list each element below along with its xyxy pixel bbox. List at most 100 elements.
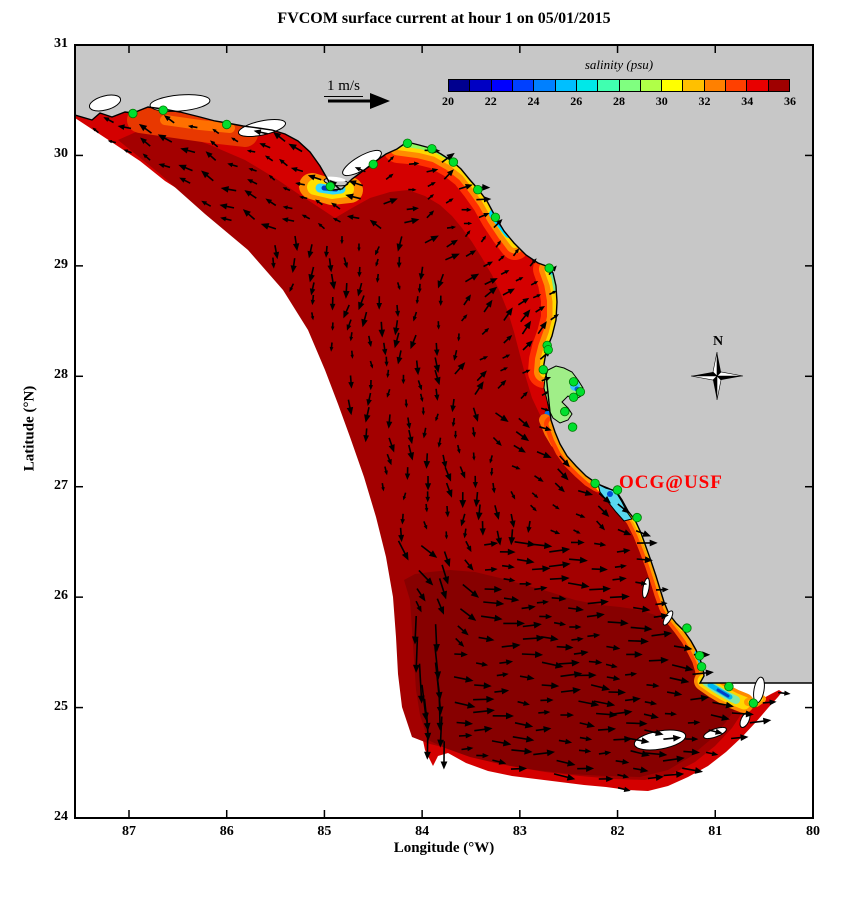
current-arrow	[530, 504, 537, 512]
current-arrow	[625, 671, 638, 677]
current-arrow	[535, 306, 545, 313]
colorbar-segment	[662, 80, 684, 91]
inland-bay	[88, 94, 122, 112]
current-arrow	[425, 491, 430, 503]
current-arrow	[123, 149, 132, 154]
current-arrow	[433, 357, 441, 373]
current-arrow	[553, 773, 576, 781]
current-arrow	[476, 370, 487, 382]
current-arrow	[416, 588, 426, 602]
y-tick-label: 31	[54, 36, 68, 51]
current-arrow	[376, 296, 383, 310]
plot-border	[74, 44, 814, 819]
current-arrow	[520, 309, 531, 323]
current-arrow	[569, 556, 588, 564]
current-arrow	[548, 561, 571, 569]
current-arrow	[393, 320, 400, 336]
current-arrow	[435, 413, 439, 422]
x-tick-label: 81	[708, 824, 723, 839]
current-arrow	[522, 340, 533, 351]
current-arrow	[532, 565, 551, 573]
current-arrow	[140, 137, 151, 147]
station-dot	[128, 108, 138, 119]
station-dot	[560, 406, 570, 417]
current-arrow	[453, 675, 474, 683]
current-arrow	[473, 707, 495, 715]
current-arrow	[332, 217, 341, 223]
current-arrow	[457, 333, 461, 342]
station-dot	[748, 698, 759, 708]
colorbar-segment	[704, 80, 727, 91]
current-arrow	[327, 258, 334, 273]
current-arrow	[664, 711, 677, 717]
current-arrow	[683, 748, 700, 756]
current-arrow	[349, 332, 354, 342]
current-arrow	[502, 354, 511, 359]
current-arrow	[384, 466, 388, 476]
y-tick-label: 26	[54, 588, 68, 604]
current-arrow	[540, 697, 554, 704]
current-arrow	[494, 688, 510, 695]
current-arrow	[324, 245, 330, 258]
current-arrow	[617, 786, 631, 792]
compass-star-facet	[690, 375, 718, 381]
current-arrow	[246, 149, 256, 154]
current-arrow	[346, 399, 354, 416]
current-arrow	[579, 736, 593, 742]
current-arrow	[396, 350, 403, 365]
current-arrow	[220, 216, 232, 222]
current-arrow	[163, 115, 175, 124]
current-arrow	[201, 200, 212, 207]
current-arrow	[483, 299, 493, 313]
current-arrow	[463, 294, 472, 306]
current-arrow	[492, 712, 514, 720]
current-arrow	[381, 482, 385, 492]
current-arrow	[441, 152, 455, 163]
current-arrow	[393, 332, 401, 349]
current-arrow	[454, 651, 468, 658]
current-arrow	[553, 621, 567, 627]
current-arrow	[497, 379, 507, 389]
current-arrow	[492, 436, 502, 447]
current-arrow	[451, 417, 456, 428]
current-arrow	[484, 278, 498, 286]
current-arrow	[540, 407, 550, 412]
colorbar-tick-label: 22	[484, 94, 497, 108]
salinity-fringe	[160, 115, 235, 133]
current-arrow	[117, 124, 132, 131]
current-arrow	[348, 180, 364, 187]
current-arrow	[364, 407, 371, 423]
x-axis-title: Longitude (°W)	[393, 840, 495, 856]
colorbar-tick-label: 26	[570, 94, 583, 108]
current-arrow	[329, 342, 334, 352]
current-arrow	[289, 283, 295, 292]
current-arrow	[648, 656, 669, 664]
current-arrow	[554, 482, 565, 493]
current-arrow	[412, 638, 420, 673]
current-arrow	[558, 659, 580, 667]
current-arrow	[443, 169, 454, 180]
current-arrow	[404, 399, 409, 408]
current-arrow	[556, 759, 576, 767]
current-arrow	[539, 613, 553, 620]
current-arrow	[690, 694, 710, 702]
current-arrow	[310, 312, 315, 321]
current-arrow	[517, 700, 530, 706]
current-arrow	[408, 188, 417, 192]
current-arrow	[484, 286, 498, 298]
current-arrow	[259, 143, 271, 149]
current-arrow	[549, 546, 571, 554]
current-arrow	[576, 671, 597, 679]
current-arrow	[512, 248, 520, 257]
current-arrow	[616, 548, 631, 554]
current-arrow	[517, 297, 530, 306]
current-arrow	[464, 230, 471, 238]
current-arrow	[384, 356, 389, 367]
current-arrow	[458, 183, 473, 190]
current-arrow	[612, 576, 627, 582]
station-dot	[368, 159, 379, 170]
current-arrow	[315, 199, 323, 206]
current-arrow	[437, 437, 442, 448]
current-arrow	[138, 123, 152, 134]
current-arrow	[418, 569, 434, 586]
